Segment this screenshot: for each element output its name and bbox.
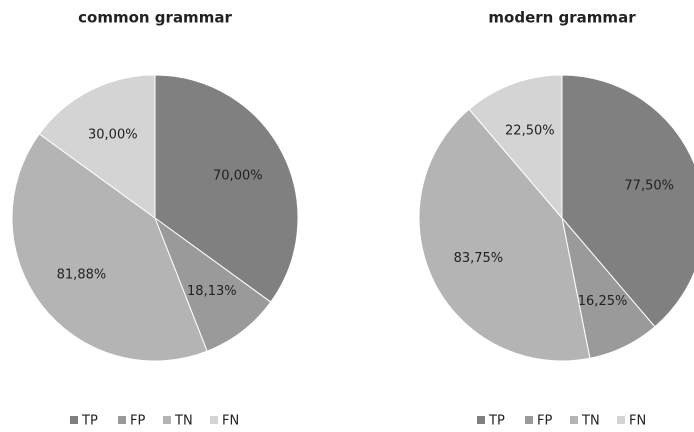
legend-label: FP <box>130 414 145 429</box>
data-label: 22,50% <box>505 123 555 138</box>
legend-label: FN <box>222 414 239 429</box>
legend-swatch <box>163 416 171 424</box>
legend-label: TP <box>81 414 98 429</box>
chart-title: common grammar <box>78 9 232 27</box>
legend-label: FP <box>537 414 552 429</box>
legend-swatch <box>118 416 126 424</box>
legend-label: TN <box>174 414 193 429</box>
data-label: 77,50% <box>624 178 674 193</box>
pie-slice <box>418 108 591 362</box>
legend-swatch <box>70 416 78 424</box>
legend-label: TP <box>488 414 505 429</box>
pie-slice <box>561 74 694 328</box>
pie-slice <box>468 74 563 220</box>
data-label: 83,75% <box>454 251 504 266</box>
legend-swatch <box>477 416 485 424</box>
pie-slice <box>154 74 299 303</box>
data-label: 30,00% <box>88 128 138 143</box>
data-label: 81,88% <box>57 267 107 282</box>
pie-slice <box>38 74 156 219</box>
legend-swatch <box>617 416 625 424</box>
legend-swatch <box>210 416 218 424</box>
pie-slice <box>153 216 272 352</box>
legend-swatch <box>570 416 578 424</box>
legend-label: FN <box>629 414 646 429</box>
data-label: 16,25% <box>578 294 628 309</box>
legend-swatch <box>525 416 533 424</box>
chart-title: modern grammar <box>488 9 636 27</box>
pie-slice <box>11 133 208 362</box>
data-label: 18,13% <box>187 284 237 299</box>
data-label: 70,00% <box>213 168 263 183</box>
legend-label: TN <box>581 414 600 429</box>
